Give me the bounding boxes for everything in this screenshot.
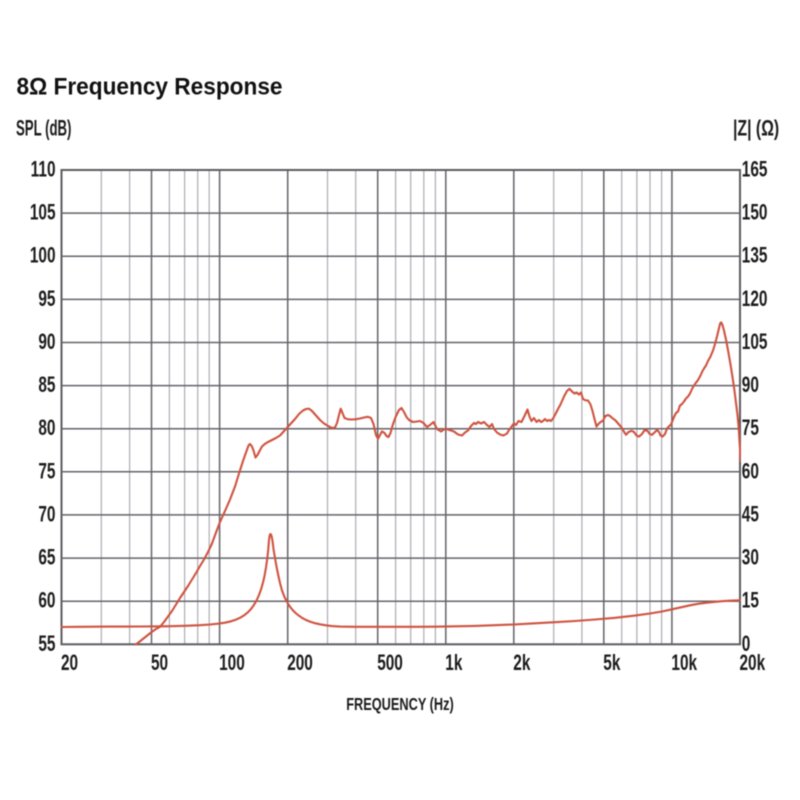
svg-text:60: 60 [38, 589, 55, 613]
svg-text:45: 45 [742, 503, 759, 527]
svg-text:110: 110 [31, 158, 56, 182]
svg-text:60: 60 [742, 460, 759, 484]
svg-text:65: 65 [38, 546, 55, 570]
svg-text:30: 30 [742, 546, 759, 570]
svg-text:FREQUENCY (Hz): FREQUENCY (Hz) [346, 695, 454, 714]
svg-text:15: 15 [742, 589, 759, 613]
svg-text:150: 150 [742, 201, 768, 225]
svg-text:105: 105 [30, 201, 56, 225]
svg-text:95: 95 [38, 287, 55, 311]
svg-text:75: 75 [38, 460, 55, 484]
svg-text:0: 0 [742, 632, 751, 656]
svg-text:165: 165 [742, 158, 768, 182]
svg-text:50: 50 [151, 651, 168, 675]
svg-text:200: 200 [287, 651, 313, 675]
svg-text:75: 75 [742, 417, 759, 441]
svg-text:70: 70 [38, 503, 55, 527]
svg-text:90: 90 [38, 330, 55, 354]
svg-text:100: 100 [30, 244, 56, 268]
svg-text:1k: 1k [445, 651, 462, 675]
svg-text:|Z| (Ω): |Z| (Ω) [733, 117, 779, 141]
svg-text:55: 55 [38, 632, 55, 656]
svg-text:SPL (dB): SPL (dB) [16, 116, 71, 140]
svg-text:135: 135 [742, 244, 768, 268]
svg-text:20k: 20k [740, 651, 766, 675]
svg-text:90: 90 [742, 374, 759, 398]
svg-text:105: 105 [742, 330, 768, 354]
svg-text:120: 120 [742, 287, 768, 311]
svg-text:2k: 2k [513, 651, 530, 675]
svg-text:85: 85 [38, 374, 55, 398]
svg-text:500: 500 [377, 651, 403, 675]
svg-text:80: 80 [38, 417, 55, 441]
svg-text:10k: 10k [671, 651, 697, 675]
svg-text:20: 20 [61, 651, 78, 675]
svg-text:5k: 5k [603, 651, 620, 675]
svg-text:100: 100 [219, 651, 245, 675]
svg-text:8Ω Frequency Response: 8Ω Frequency Response [17, 74, 283, 101]
